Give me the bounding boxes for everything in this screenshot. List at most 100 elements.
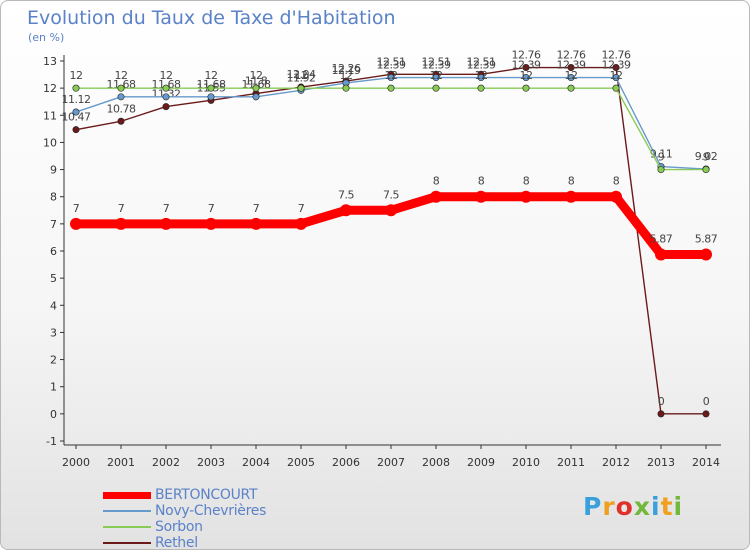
data-label: 12 [160, 69, 173, 82]
data-label: 12.51 [377, 55, 406, 68]
data-label: 10.47 [62, 111, 91, 124]
legend-swatch [103, 510, 151, 512]
data-label: 5.87 [695, 233, 718, 246]
data-point [72, 108, 80, 116]
data-point [340, 204, 352, 217]
data-label: 8 [568, 175, 575, 188]
data-label: 7 [298, 202, 305, 215]
data-label: 12.39 [467, 59, 496, 72]
legend-label: BERTONCOURT [155, 487, 258, 503]
data-label: 12 [295, 69, 308, 82]
x-tick-label: 2010 [512, 456, 540, 469]
data-point [115, 217, 127, 230]
y-tick-label: 12 [43, 82, 57, 95]
proxiti-logo: Proxiti [583, 492, 683, 521]
data-point [702, 410, 710, 418]
data-point [205, 217, 217, 230]
data-point [612, 74, 620, 82]
y-tick-label: 1 [50, 381, 57, 394]
x-tick-label: 2000 [62, 456, 90, 469]
y-tick-label: 6 [50, 245, 57, 258]
data-point [162, 84, 170, 92]
data-point [207, 84, 215, 92]
data-label: 11.12 [62, 93, 91, 106]
x-tick-label: 2011 [557, 456, 585, 469]
data-point [295, 217, 307, 230]
data-point [387, 74, 395, 82]
data-point [297, 84, 305, 92]
data-point [387, 84, 395, 92]
y-tick-label: 13 [43, 55, 57, 68]
data-label: 12 [115, 69, 128, 82]
series-line-3 [75, 66, 707, 415]
data-point [475, 190, 487, 203]
data-point [612, 64, 620, 72]
data-point [477, 84, 485, 92]
data-point [72, 84, 80, 92]
data-point [252, 84, 260, 92]
data-label: 12.39 [422, 59, 451, 72]
data-point [160, 217, 172, 230]
data-point [72, 126, 80, 134]
data-label: 0 [658, 395, 665, 408]
data-point [432, 74, 440, 82]
data-point [252, 93, 260, 101]
x-tick-label: 2006 [332, 456, 360, 469]
data-point [657, 410, 665, 418]
data-point [567, 84, 575, 92]
data-label: 12.51 [422, 55, 451, 68]
legend-label: Rethel [155, 535, 198, 550]
data-point [522, 64, 530, 72]
x-tick-label: 2001 [107, 456, 135, 469]
data-label: 12 [520, 69, 533, 82]
y-tick-label: 2 [50, 354, 57, 367]
x-tick-label: 2014 [692, 456, 720, 469]
data-label: 7.5 [338, 188, 354, 201]
legend-swatch [103, 526, 151, 528]
data-label: 12 [205, 69, 218, 82]
data-label: 12.76 [602, 49, 631, 62]
data-label: 9 [703, 151, 710, 164]
chart-subtitle: (en %) [28, 31, 65, 44]
y-tick-label: 9 [50, 164, 57, 177]
legend-label: Sorbon [155, 519, 203, 535]
y-tick-label: 11 [43, 109, 57, 122]
data-point [117, 84, 125, 92]
y-tick-label: 0 [50, 408, 57, 421]
logo-letter: t [660, 492, 674, 521]
y-tick-label: 4 [50, 299, 57, 312]
data-label: 7 [163, 202, 170, 215]
data-point [162, 93, 170, 101]
data-label: 12.76 [512, 49, 541, 62]
data-point [700, 248, 712, 261]
data-label: 12.04 [287, 68, 316, 81]
data-point [430, 190, 442, 203]
data-point [117, 93, 125, 101]
data-label: 0 [703, 395, 710, 408]
data-label: 12 [70, 69, 83, 82]
y-tick-label: 8 [50, 191, 57, 204]
data-point [250, 217, 262, 230]
x-tick-label: 2004 [242, 456, 270, 469]
data-point [162, 103, 170, 111]
data-label: 12 [385, 69, 398, 82]
x-tick-label: 2003 [197, 456, 225, 469]
data-label: 12.26 [332, 62, 361, 75]
data-label: 11.8 [245, 75, 268, 88]
data-point [657, 166, 665, 174]
data-point [432, 84, 440, 92]
data-label: 12 [565, 69, 578, 82]
data-point [567, 74, 575, 82]
data-label: 12 [250, 69, 263, 82]
data-label: 12 [475, 69, 488, 82]
logo-letter: r [602, 492, 616, 521]
y-tick-label: 5 [50, 272, 57, 285]
data-label: 9 [658, 151, 665, 164]
data-label: 12 [340, 69, 353, 82]
legend-swatch [103, 542, 151, 544]
data-point [655, 248, 667, 261]
data-label: 11.92 [287, 71, 316, 84]
logo-letter: o [615, 492, 634, 521]
data-label: 9.11 [650, 148, 673, 161]
